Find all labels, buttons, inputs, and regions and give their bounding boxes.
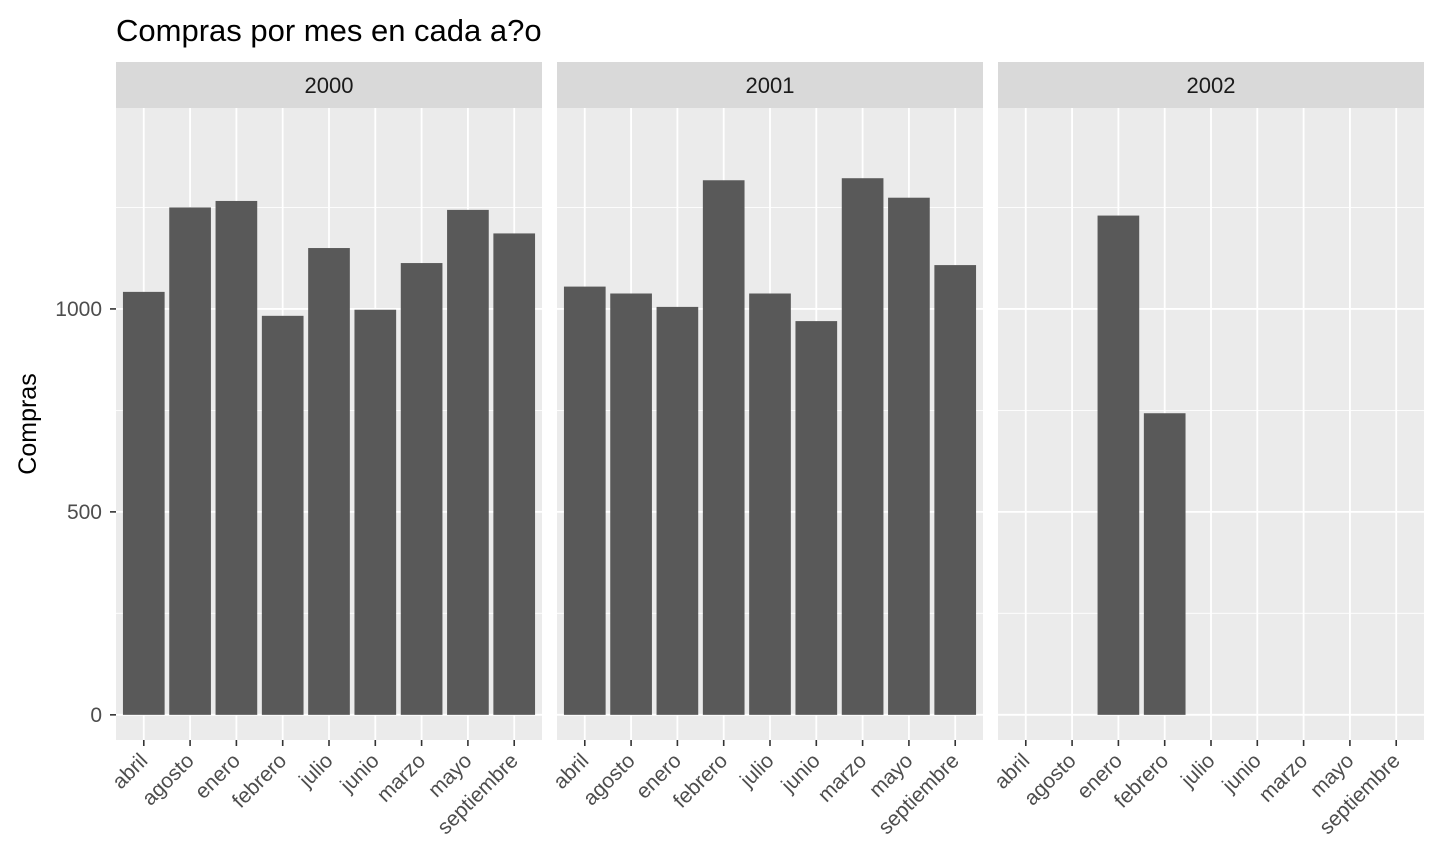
bar-2002-febrero <box>1143 413 1186 715</box>
x-tick-label: marzo <box>373 749 431 807</box>
bar-2000-febrero <box>261 315 304 715</box>
facet-strip-label: 2001 <box>746 73 795 98</box>
bar-2000-agosto <box>169 207 211 715</box>
y-axis-ticks: 0 500 1000 <box>55 298 116 727</box>
bar-2000-septiembre <box>493 233 536 715</box>
y-axis-label: Compras <box>14 373 42 474</box>
bar-2001-agosto <box>610 293 652 715</box>
bar-2001-abril <box>563 286 606 715</box>
bar-2000-julio <box>308 248 350 715</box>
x-tick-label: julio <box>1176 749 1219 792</box>
x-tick-label: julio <box>294 749 337 792</box>
bar-2001-junio <box>795 321 838 715</box>
bar-2001-julio <box>749 293 791 715</box>
bar-2000-marzo <box>400 263 443 715</box>
bar-2001-febrero <box>702 180 745 715</box>
bar-2001-septiembre <box>934 265 977 715</box>
bar-2000-enero <box>215 200 258 715</box>
x-tick-label: julio <box>735 749 778 792</box>
y-tick-label: 0 <box>90 704 102 727</box>
bar-2000-junio <box>354 309 397 715</box>
x-tick-label: marzo <box>814 749 872 807</box>
x-tick-label: agosto <box>579 749 640 810</box>
x-tick-label: marzo <box>1255 749 1313 807</box>
x-tick-label: agosto <box>1020 749 1081 810</box>
bar-2002-enero <box>1097 215 1140 715</box>
facet-strip <box>998 62 1424 108</box>
bar-2001-enero <box>656 306 699 715</box>
facet-strip <box>116 62 542 108</box>
bar-2000-abril <box>122 291 165 715</box>
facet-strip <box>557 62 983 108</box>
bar-2001-mayo <box>888 197 930 715</box>
y-tick-label: 1000 <box>55 298 102 321</box>
chart-title: Compras por mes en cada a?o <box>116 13 542 48</box>
x-tick-label: agosto <box>138 749 199 810</box>
facet-strip-label: 2002 <box>1187 73 1236 98</box>
y-tick-label: 500 <box>67 501 102 524</box>
facet-strip-label: 2000 <box>305 73 354 98</box>
bar-2001-marzo <box>841 178 884 715</box>
bar-2000-mayo <box>447 209 489 715</box>
